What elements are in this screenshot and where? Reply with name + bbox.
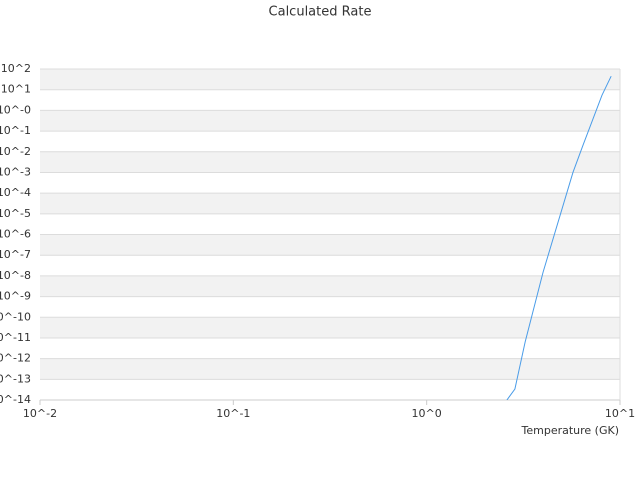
y-tick-label: 10^-10 <box>0 310 31 323</box>
grid-band <box>40 151 620 173</box>
y-tick-label: 10^-9 <box>0 290 31 303</box>
grid-band <box>40 69 620 90</box>
x-tick-label: 10^-1 <box>216 407 250 420</box>
grid-band <box>40 358 620 380</box>
chart-title: Calculated Rate <box>269 5 372 20</box>
y-tick-label: 10^-14 <box>0 393 31 406</box>
y-tick-label: 10^-5 <box>0 207 31 220</box>
y-tick-label: 10^2 <box>1 62 31 75</box>
grid-band <box>40 234 620 256</box>
grid-band <box>40 193 620 214</box>
x-tick-label: 10^0 <box>412 407 442 420</box>
x-axis-label: Temperature (GK) <box>521 424 620 437</box>
y-tick-label: 10^-3 <box>0 165 31 178</box>
x-tick-label: 10^-2 <box>23 407 57 420</box>
data-line <box>506 75 612 400</box>
grid-band <box>40 317 620 338</box>
y-tick-label: 10^-8 <box>0 269 31 282</box>
y-tick-label: 10^-12 <box>0 352 31 365</box>
x-tick-label: 10^1 <box>605 407 635 420</box>
y-tick-label: 10^-2 <box>0 145 31 158</box>
y-tick-label: 10^1 <box>1 83 31 96</box>
y-tick-label: 10^-7 <box>0 248 31 261</box>
y-tick-label: 10^-11 <box>0 331 31 344</box>
grid-band <box>40 110 620 132</box>
grid-band <box>40 275 620 297</box>
y-tick-label: 10^-13 <box>0 372 31 385</box>
y-tick-label: 10^-4 <box>0 186 31 199</box>
y-tick-label: 10^-1 <box>0 124 31 137</box>
y-tick-label: 10^-0 <box>0 103 31 116</box>
y-tick-label: 10^-6 <box>0 228 31 241</box>
plot-background <box>40 69 620 380</box>
